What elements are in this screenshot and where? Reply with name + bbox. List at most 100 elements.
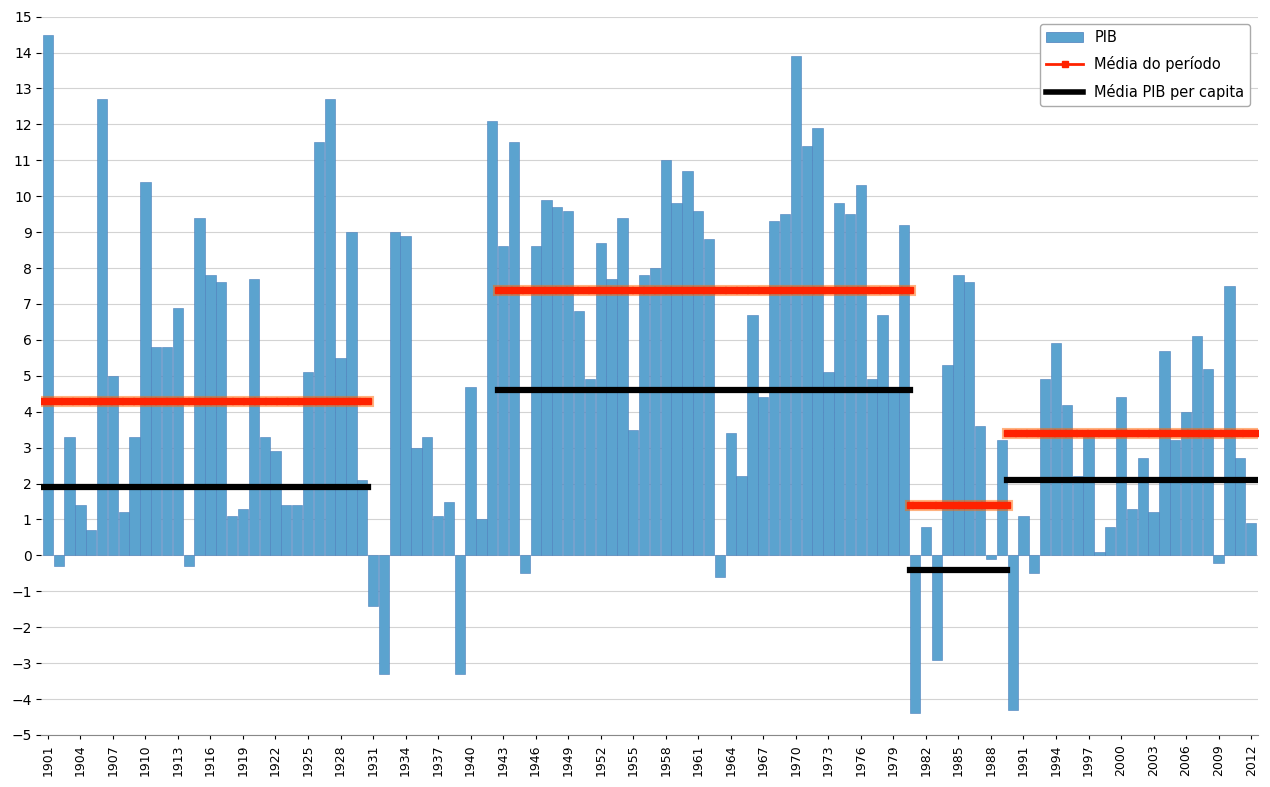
Bar: [227, 516, 237, 556]
Bar: [302, 372, 314, 556]
Bar: [584, 379, 596, 556]
Bar: [921, 527, 931, 556]
Bar: [682, 171, 692, 556]
Bar: [563, 211, 573, 556]
Bar: [184, 556, 194, 566]
Bar: [606, 279, 617, 556]
Bar: [488, 120, 498, 556]
Bar: [411, 448, 422, 556]
Bar: [509, 142, 519, 556]
Bar: [1019, 516, 1029, 556]
Bar: [596, 243, 606, 556]
Bar: [378, 556, 389, 674]
Bar: [1007, 556, 1017, 710]
Bar: [801, 146, 812, 556]
Bar: [660, 161, 671, 556]
Bar: [151, 347, 161, 556]
Bar: [1126, 508, 1137, 556]
Bar: [97, 99, 107, 556]
Bar: [237, 508, 248, 556]
Bar: [997, 441, 1007, 556]
Bar: [932, 556, 942, 660]
Bar: [813, 128, 823, 556]
Bar: [249, 279, 259, 556]
Bar: [347, 232, 357, 556]
Bar: [1181, 412, 1191, 556]
Bar: [834, 203, 845, 556]
Bar: [271, 451, 281, 556]
Bar: [693, 211, 704, 556]
Bar: [1073, 476, 1083, 556]
Bar: [216, 283, 226, 556]
Bar: [476, 519, 486, 556]
Bar: [747, 315, 758, 556]
Bar: [390, 232, 400, 556]
Bar: [758, 397, 768, 556]
Bar: [672, 203, 682, 556]
Bar: [1138, 458, 1148, 556]
Bar: [108, 376, 118, 556]
Bar: [1224, 286, 1234, 556]
Bar: [86, 530, 97, 556]
Bar: [629, 430, 639, 556]
Bar: [942, 365, 952, 556]
Bar: [823, 372, 833, 556]
Bar: [1191, 336, 1203, 556]
Bar: [335, 358, 345, 556]
Bar: [986, 556, 996, 559]
Bar: [704, 239, 714, 556]
Bar: [574, 311, 584, 556]
Bar: [617, 218, 627, 556]
Bar: [845, 214, 855, 556]
Bar: [194, 218, 204, 556]
Bar: [888, 390, 899, 556]
Bar: [975, 426, 986, 556]
Bar: [1246, 523, 1256, 556]
Bar: [140, 182, 151, 556]
Bar: [43, 35, 53, 556]
Bar: [173, 308, 183, 556]
Bar: [53, 556, 64, 566]
Bar: [519, 556, 530, 574]
Bar: [899, 225, 909, 556]
Bar: [130, 437, 140, 556]
Bar: [531, 246, 541, 556]
Bar: [498, 246, 508, 556]
Bar: [954, 275, 964, 556]
Bar: [206, 275, 216, 556]
Bar: [1029, 556, 1039, 574]
Bar: [314, 142, 324, 556]
Bar: [65, 437, 75, 556]
Bar: [1116, 397, 1126, 556]
Bar: [770, 221, 780, 556]
Bar: [1148, 512, 1158, 556]
Bar: [715, 556, 725, 577]
Bar: [422, 437, 432, 556]
Bar: [325, 99, 335, 556]
Bar: [1105, 527, 1115, 556]
Bar: [466, 386, 476, 556]
Bar: [964, 283, 974, 556]
Bar: [878, 315, 888, 556]
Bar: [292, 505, 302, 556]
Legend: PIB, Média do período, Média PIB per capita: PIB, Média do período, Média PIB per cap…: [1040, 24, 1251, 106]
Bar: [1095, 552, 1105, 556]
Bar: [1083, 434, 1093, 556]
Bar: [737, 476, 747, 556]
Bar: [75, 505, 85, 556]
Bar: [400, 236, 410, 556]
Bar: [281, 505, 292, 556]
Bar: [259, 437, 269, 556]
Bar: [1213, 556, 1224, 563]
Bar: [163, 347, 173, 556]
Bar: [725, 434, 735, 556]
Bar: [433, 516, 443, 556]
Bar: [1170, 441, 1180, 556]
Bar: [1236, 458, 1246, 556]
Bar: [118, 512, 128, 556]
Bar: [552, 207, 563, 556]
Bar: [1040, 379, 1050, 556]
Bar: [368, 556, 378, 606]
Bar: [639, 275, 649, 556]
Bar: [1203, 368, 1213, 556]
